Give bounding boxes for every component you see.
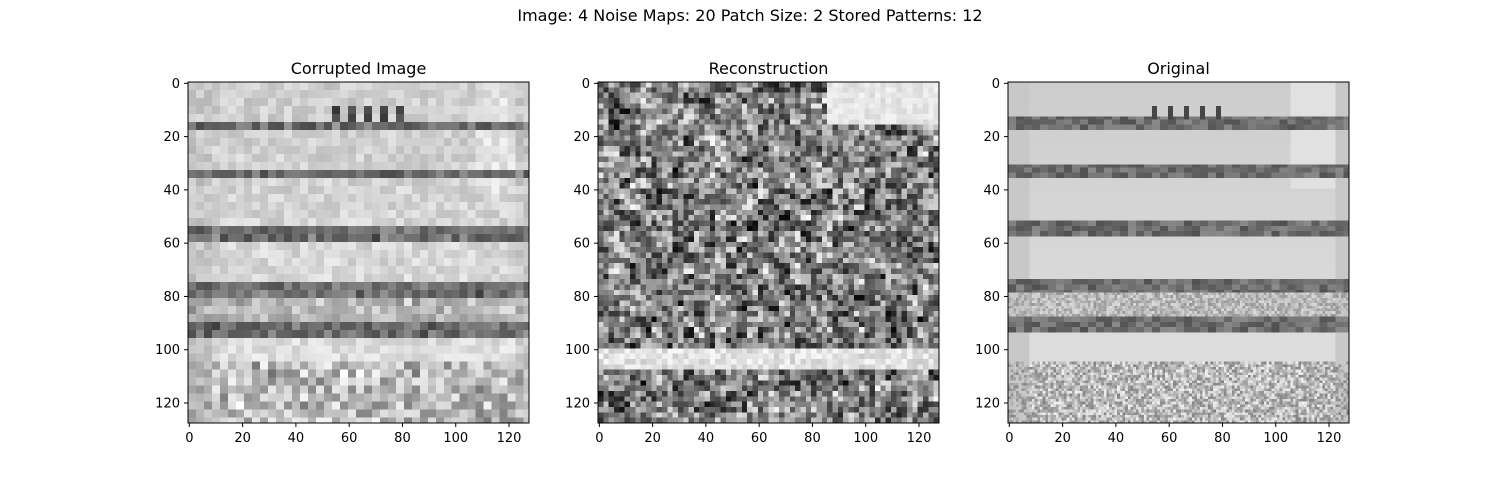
x-tick-label: 60	[341, 431, 358, 446]
y-tick-label: 0	[172, 77, 180, 92]
image-heatmap	[1008, 82, 1349, 423]
y-tick-label: 120	[155, 397, 180, 412]
x-tick-label: 60	[751, 431, 768, 446]
axes-frame	[597, 81, 940, 424]
image-heatmap	[598, 82, 939, 423]
figure-suptitle: Image: 4 Noise Maps: 20 Patch Size: 2 St…	[517, 6, 983, 25]
x-tick-label: 40	[698, 431, 715, 446]
x-tick-label: 40	[1108, 431, 1125, 446]
x-tick-label: 20	[1054, 431, 1071, 446]
x-tick-label: 20	[644, 431, 661, 446]
x-tick-label: 120	[907, 431, 932, 446]
x-tick-label: 120	[1317, 431, 1342, 446]
y-tick-label: 40	[163, 183, 180, 198]
y-tick-label: 20	[983, 130, 1000, 145]
axes-frame	[1007, 81, 1350, 424]
x-tick-label: 80	[1214, 431, 1231, 446]
y-tick-label: 40	[983, 183, 1000, 198]
subplot-title: Reconstruction	[709, 59, 829, 78]
y-tick-label: 60	[983, 237, 1000, 252]
y-tick-label: 0	[992, 77, 1000, 92]
y-tick-label: 120	[975, 397, 1000, 412]
subplot-1: Corrupted Image 0 20 40 60 80 100 120 0 20 40 60 80 1…	[155, 59, 530, 446]
subplot-2: Reconstruction 0 20 40 60 80 100 120 0 20 40 60 80 10…	[565, 59, 940, 446]
x-tick-label: 100	[443, 431, 468, 446]
y-tick-label: 100	[975, 343, 1000, 358]
x-tick-label: 0	[1005, 431, 1013, 446]
axes-frame	[187, 81, 530, 424]
x-tick-label: 120	[497, 431, 522, 446]
y-tick-label: 80	[573, 290, 590, 305]
x-tick-label: 80	[394, 431, 411, 446]
x-tick-label: 0	[595, 431, 603, 446]
x-tick-label: 60	[1161, 431, 1178, 446]
y-tick-label: 100	[155, 343, 180, 358]
y-tick-label: 20	[163, 130, 180, 145]
image-heatmap	[188, 82, 529, 423]
y-tick-label: 80	[163, 290, 180, 305]
y-tick-label: 80	[983, 290, 1000, 305]
x-tick-label: 100	[853, 431, 878, 446]
y-tick-label: 20	[573, 130, 590, 145]
x-tick-label: 40	[288, 431, 305, 446]
y-tick-label: 40	[573, 183, 590, 198]
subplot-3: Original 0 20 40 60 80 100 120 0 20 40 60 80 100 120	[975, 59, 1350, 446]
y-tick-label: 100	[565, 343, 590, 358]
x-tick-label: 20	[234, 431, 251, 446]
x-tick-label: 0	[185, 431, 193, 446]
y-tick-label: 120	[565, 397, 590, 412]
x-tick-label: 80	[804, 431, 821, 446]
y-tick-label: 60	[573, 237, 590, 252]
x-tick-label: 100	[1263, 431, 1288, 446]
subplot-title: Original	[1147, 59, 1210, 78]
subplot-title: Corrupted Image	[291, 59, 427, 78]
y-tick-label: 60	[163, 237, 180, 252]
y-tick-label: 0	[582, 77, 590, 92]
